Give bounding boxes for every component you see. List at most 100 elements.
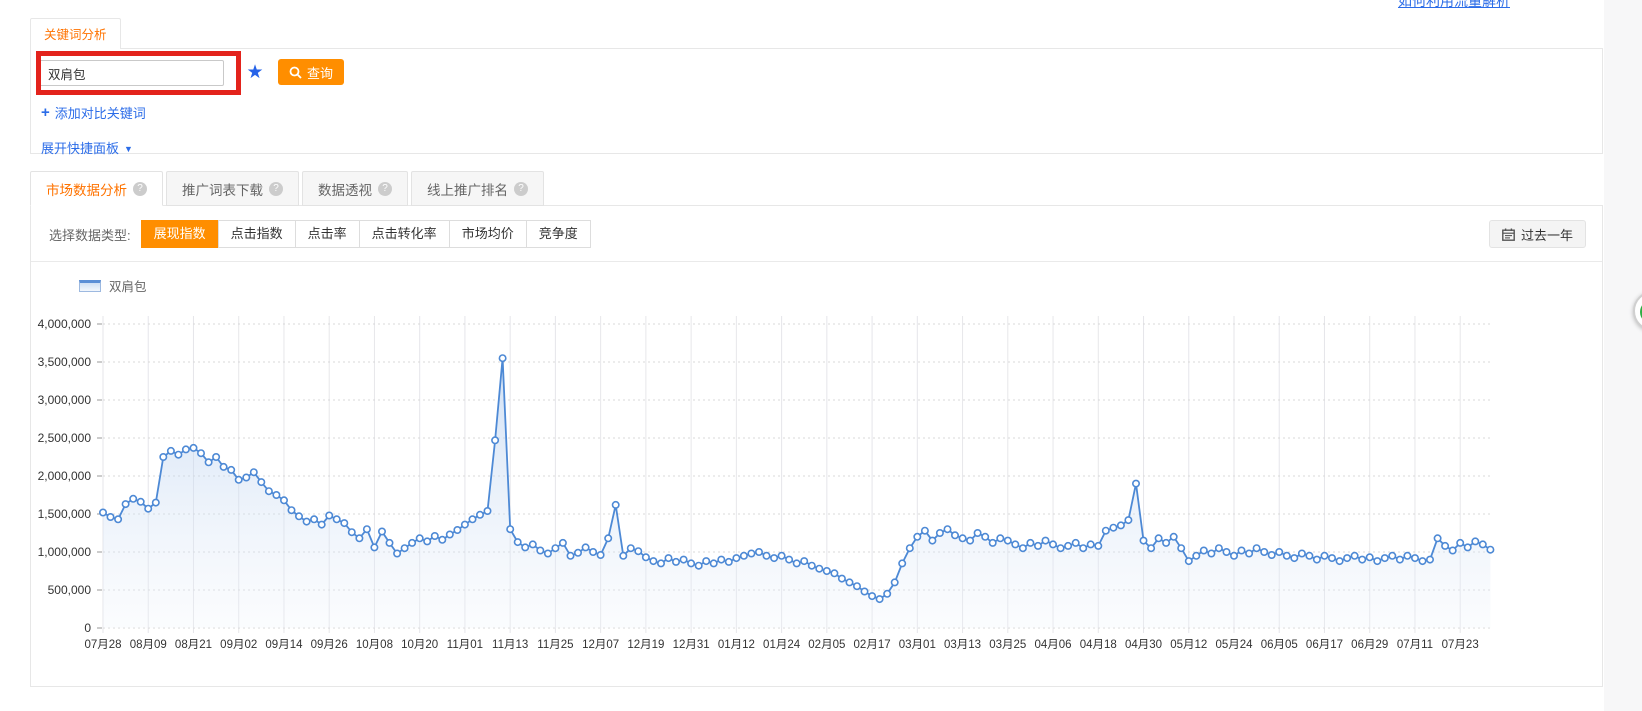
- data-point[interactable]: [883, 589, 892, 598]
- data-point[interactable]: [792, 559, 801, 568]
- data-type-option[interactable]: 点击指数: [217, 220, 296, 248]
- data-point[interactable]: [453, 526, 462, 535]
- data-type-option[interactable]: 竞争度: [525, 220, 591, 248]
- chart-legend[interactable]: 双肩包: [79, 276, 1602, 295]
- data-point[interactable]: [460, 520, 469, 529]
- data-point[interactable]: [1290, 554, 1299, 563]
- data-point[interactable]: [1358, 555, 1367, 564]
- data-point[interactable]: [1064, 541, 1073, 550]
- data-point[interactable]: [739, 551, 748, 560]
- data-point[interactable]: [249, 468, 258, 477]
- data-point[interactable]: [1282, 551, 1291, 560]
- data-point[interactable]: [687, 559, 696, 568]
- data-point[interactable]: [340, 519, 349, 528]
- data-point[interactable]: [920, 526, 929, 535]
- data-point[interactable]: [234, 475, 243, 484]
- data-point[interactable]: [634, 547, 643, 556]
- data-type-option[interactable]: 市场均价: [448, 220, 527, 248]
- data-point[interactable]: [181, 445, 190, 454]
- keyword-input[interactable]: [39, 60, 224, 86]
- data-point[interactable]: [1132, 479, 1141, 488]
- data-point[interactable]: [1305, 551, 1314, 560]
- data-point[interactable]: [1478, 540, 1487, 549]
- data-point[interactable]: [1018, 544, 1027, 553]
- data-point[interactable]: [1184, 557, 1193, 566]
- data-point[interactable]: [1033, 541, 1042, 550]
- data-point[interactable]: [1426, 555, 1435, 564]
- data-point[interactable]: [287, 506, 296, 515]
- data-point[interactable]: [159, 453, 168, 462]
- data-point[interactable]: [317, 520, 326, 529]
- data-point[interactable]: [589, 548, 598, 557]
- data-point[interactable]: [280, 496, 289, 505]
- data-point[interactable]: [227, 465, 236, 474]
- data-point[interactable]: [641, 553, 650, 562]
- data-point[interactable]: [1395, 555, 1404, 564]
- data-type-option[interactable]: 点击转化率: [358, 220, 450, 248]
- data-point[interactable]: [702, 557, 711, 566]
- data-point[interactable]: [1162, 538, 1171, 547]
- help-icon[interactable]: ?: [269, 181, 283, 196]
- data-point[interactable]: [1297, 549, 1306, 558]
- data-point[interactable]: [498, 354, 507, 363]
- data-type-option[interactable]: 点击率: [294, 220, 360, 248]
- data-point[interactable]: [423, 537, 432, 546]
- data-point[interactable]: [513, 538, 522, 547]
- data-point[interactable]: [1403, 551, 1412, 560]
- data-point[interactable]: [1109, 523, 1118, 532]
- data-point[interactable]: [1237, 546, 1246, 555]
- data-point[interactable]: [151, 498, 160, 507]
- data-point[interactable]: [649, 557, 658, 566]
- data-point[interactable]: [264, 487, 273, 496]
- data-point[interactable]: [370, 543, 379, 552]
- data-point[interactable]: [619, 551, 628, 560]
- data-point[interactable]: [1312, 555, 1321, 564]
- data-point[interactable]: [1048, 540, 1057, 549]
- data-point[interactable]: [875, 595, 884, 604]
- data-point[interactable]: [219, 462, 228, 471]
- data-point[interactable]: [1260, 548, 1269, 557]
- data-point[interactable]: [898, 559, 907, 568]
- data-point[interactable]: [845, 578, 854, 587]
- expand-quick-panel-link[interactable]: 展开快捷面板 ▼: [41, 138, 133, 157]
- data-point[interactable]: [189, 443, 198, 452]
- data-point[interactable]: [1079, 544, 1088, 553]
- data-point[interactable]: [958, 534, 967, 543]
- data-point[interactable]: [777, 551, 786, 560]
- data-point[interactable]: [1350, 551, 1359, 560]
- data-point[interactable]: [1214, 544, 1223, 553]
- data-point[interactable]: [430, 532, 439, 541]
- tab-market-2[interactable]: 数据透视?: [302, 171, 408, 206]
- data-point[interactable]: [1207, 549, 1216, 558]
- data-point[interactable]: [166, 446, 175, 455]
- data-point[interactable]: [1116, 521, 1125, 530]
- data-point[interactable]: [1222, 548, 1231, 557]
- data-point[interactable]: [905, 544, 914, 553]
- data-point[interactable]: [830, 569, 839, 578]
- data-point[interactable]: [1071, 538, 1080, 547]
- data-point[interactable]: [294, 512, 303, 521]
- data-point[interactable]: [257, 478, 266, 487]
- data-point[interactable]: [1154, 534, 1163, 543]
- data-point[interactable]: [656, 559, 665, 568]
- data-point[interactable]: [1094, 541, 1103, 550]
- data-point[interactable]: [573, 548, 582, 557]
- data-point[interactable]: [272, 491, 281, 500]
- data-point[interactable]: [770, 554, 779, 563]
- tab-market-1[interactable]: 推广词表下载?: [166, 171, 299, 206]
- data-point[interactable]: [483, 507, 492, 516]
- data-point[interactable]: [1373, 557, 1382, 566]
- data-point[interactable]: [732, 554, 741, 563]
- data-point[interactable]: [1471, 537, 1480, 546]
- data-point[interactable]: [935, 529, 944, 538]
- data-point[interactable]: [762, 551, 771, 560]
- data-point[interactable]: [1252, 544, 1261, 553]
- data-point[interactable]: [1456, 538, 1465, 547]
- data-point[interactable]: [197, 449, 206, 458]
- data-point[interactable]: [355, 534, 364, 543]
- data-point[interactable]: [99, 508, 108, 517]
- data-point[interactable]: [302, 517, 311, 526]
- data-point[interactable]: [1328, 554, 1337, 563]
- data-point[interactable]: [362, 525, 371, 534]
- data-point[interactable]: [973, 529, 982, 538]
